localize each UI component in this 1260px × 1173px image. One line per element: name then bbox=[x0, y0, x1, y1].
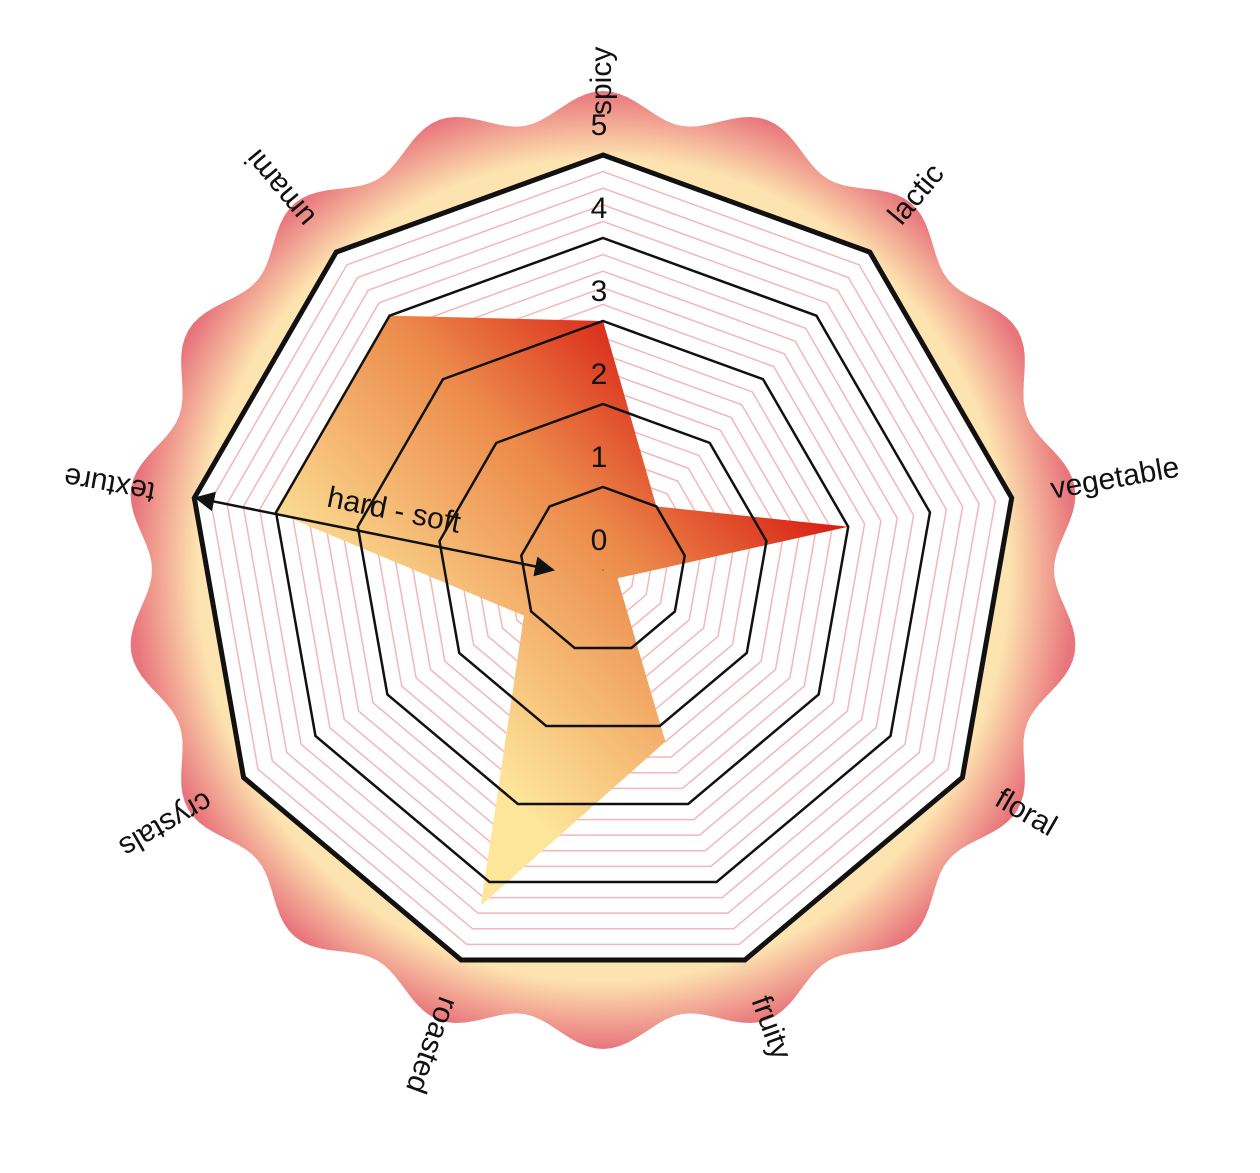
axis-label: roasted bbox=[399, 992, 464, 1097]
tick-label: 4 bbox=[591, 192, 608, 225]
tick-label: 5 bbox=[591, 109, 608, 142]
axis-label: umami bbox=[239, 143, 322, 233]
axis-label: spicy bbox=[585, 47, 618, 115]
grid-line bbox=[602, 569, 604, 571]
tick-label: 3 bbox=[591, 275, 608, 308]
minor-grid bbox=[226, 187, 980, 930]
tick-label: 0 bbox=[591, 524, 608, 557]
radar: 012345spicylacticvegetablefloralfruityro… bbox=[61, 47, 1181, 1098]
tick-label: 1 bbox=[591, 441, 608, 474]
annotation-arrow bbox=[194, 491, 555, 577]
grid-line bbox=[191, 152, 1015, 963]
axis-label: floral bbox=[990, 782, 1063, 843]
minor-grid bbox=[209, 170, 997, 946]
tick-label: 2 bbox=[591, 358, 608, 391]
grid-line bbox=[356, 319, 850, 806]
axis-label: vegetable bbox=[1048, 451, 1182, 506]
grid-line bbox=[274, 236, 932, 884]
minor-grid bbox=[258, 220, 948, 899]
minor-grid bbox=[242, 204, 964, 914]
data-area bbox=[276, 315, 849, 906]
